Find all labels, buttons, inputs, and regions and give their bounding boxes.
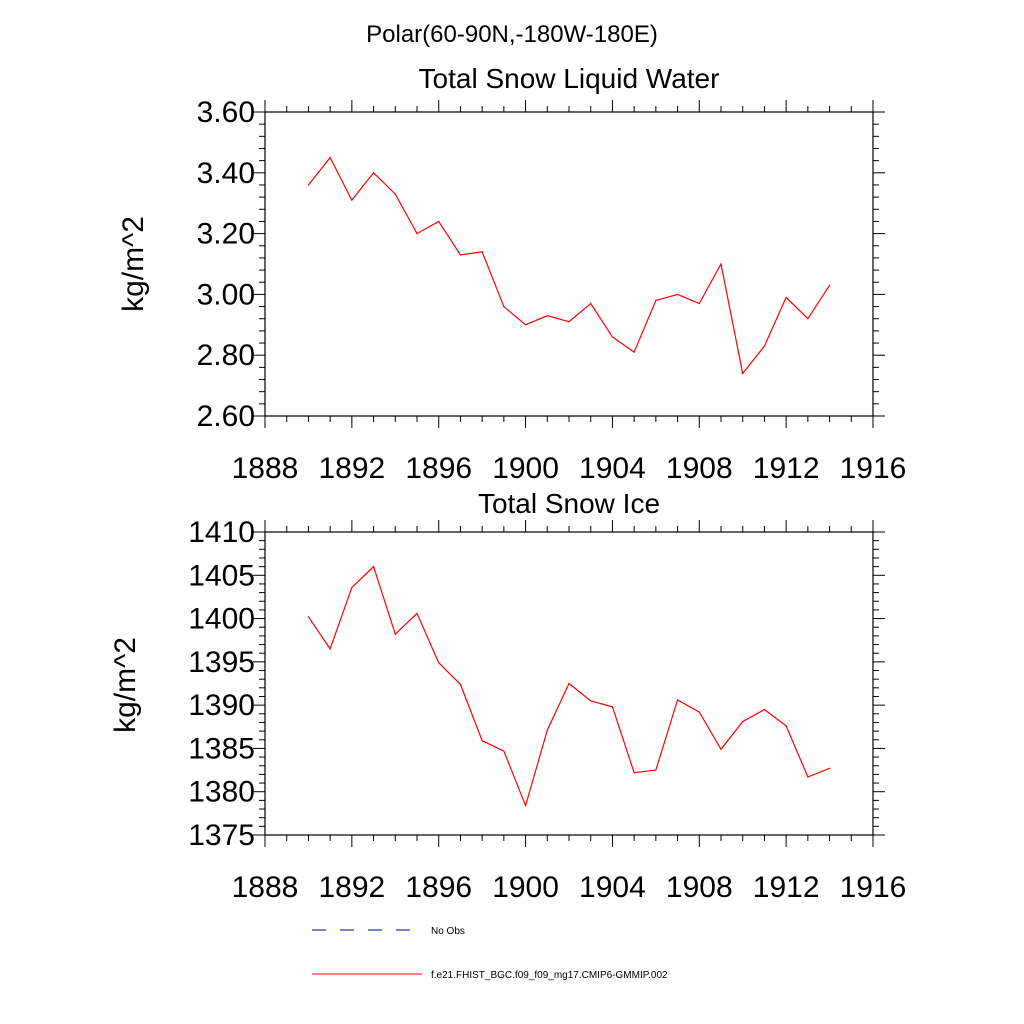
x-tick-label: 1896 (405, 452, 472, 485)
y-tick-label: 3.60 (197, 96, 255, 129)
data-point (720, 748, 722, 750)
panel-title: Total Snow Liquid Water (419, 63, 720, 94)
panel-title: Total Snow Ice (478, 488, 660, 519)
x-tick-label: 1900 (492, 871, 559, 904)
y-axis-label: kg/m^2 (117, 216, 150, 312)
data-point (416, 612, 418, 614)
x-tick-label: 1904 (579, 871, 646, 904)
data-point (524, 804, 527, 807)
data-point (807, 776, 809, 778)
y-tick-label: 1385 (188, 732, 255, 765)
data-point (698, 711, 700, 713)
data-point (720, 263, 722, 265)
data-point (546, 315, 548, 317)
data-point (329, 648, 331, 650)
data-point (394, 633, 396, 635)
data-point (633, 772, 635, 774)
x-tick-label: 1892 (318, 452, 385, 485)
data-point (394, 193, 396, 195)
data-point (416, 233, 418, 235)
x-tick-label: 1900 (492, 452, 559, 485)
x-tick-label: 1908 (666, 871, 733, 904)
data-point (438, 220, 440, 223)
data-point (785, 296, 787, 299)
x-tick-label: 1908 (666, 452, 733, 485)
data-point (481, 251, 483, 253)
data-point (676, 699, 679, 701)
y-tick-label: 1390 (188, 689, 255, 722)
y-tick-label: 1410 (188, 516, 255, 549)
y-tick-label: 1400 (188, 603, 255, 636)
plot-frame (264, 111, 874, 417)
y-tick-label: 1375 (188, 819, 255, 852)
x-tick-label: 1892 (318, 871, 385, 904)
x-tick-label: 1888 (232, 452, 299, 485)
data-point (655, 769, 657, 771)
data-point (372, 172, 375, 174)
data-point (307, 616, 310, 618)
x-tick-label: 1916 (840, 871, 907, 904)
data-point (438, 662, 440, 664)
data-point (828, 767, 831, 769)
data-point (633, 351, 635, 353)
data-point (828, 284, 831, 286)
data-point (807, 318, 809, 320)
legend: No Obs f.e21.FHIST_BGC.f09_f09_mg17.CMIP… (312, 926, 668, 981)
x-tick-label: 1916 (840, 452, 907, 485)
data-point (590, 302, 592, 305)
y-tick-label: 1405 (188, 559, 255, 592)
data-point (524, 324, 527, 326)
data-point (481, 740, 483, 742)
data-point (372, 566, 375, 568)
data-point (742, 720, 744, 723)
y-tick-label: 1395 (188, 646, 255, 679)
y-tick-label: 3.20 (197, 218, 255, 251)
data-point (763, 345, 766, 347)
y-axis-label: kg/m^2 (109, 637, 142, 733)
x-tick-label: 1912 (753, 452, 820, 485)
data-point (503, 305, 505, 308)
y-tick-label: 3.00 (197, 278, 255, 311)
data-point (329, 157, 331, 159)
data-point (611, 706, 614, 708)
x-tick-label: 1888 (232, 871, 299, 904)
data-point (503, 750, 505, 752)
data-point (590, 700, 592, 702)
x-tick-label: 1904 (579, 452, 646, 485)
data-point (676, 293, 679, 295)
panel-snow-ice: Total Snow Ice kg/m^2 1888 1892 1896 1900 19… (109, 488, 906, 904)
series-line (307, 565, 830, 808)
data-point (742, 372, 744, 375)
data-point (698, 302, 700, 305)
x-tick-label: 1896 (405, 871, 472, 904)
x-tick-label: 1912 (753, 871, 820, 904)
y-tick-label: 1380 (188, 776, 255, 809)
data-point (655, 299, 657, 302)
y-tick-label: 3.40 (197, 157, 255, 190)
data-point (568, 682, 570, 685)
data-point (307, 184, 310, 186)
legend-label-model: f.e21.FHIST_BGC.f09_f09_mg17.CMIP6-GMMIP… (431, 970, 668, 981)
legend-label-no-obs: No Obs (431, 926, 465, 937)
data-point (568, 321, 570, 323)
figure-suptitle: Polar(60-90N,-180W-180E) (366, 21, 658, 48)
y-tick-label: 2.80 (197, 339, 255, 372)
data-point (459, 254, 462, 256)
data-point (611, 336, 614, 338)
data-point (459, 683, 462, 685)
series-line (307, 156, 831, 375)
data-point (785, 725, 787, 727)
data-point (546, 729, 548, 731)
data-point (351, 199, 353, 201)
data-point (351, 586, 353, 589)
data-point (763, 708, 766, 711)
y-tick-label: 2.60 (197, 400, 255, 433)
panel-snow-liquid-water: Total Snow Liquid Water kg/m^2 1888 1892 1… (117, 63, 906, 485)
